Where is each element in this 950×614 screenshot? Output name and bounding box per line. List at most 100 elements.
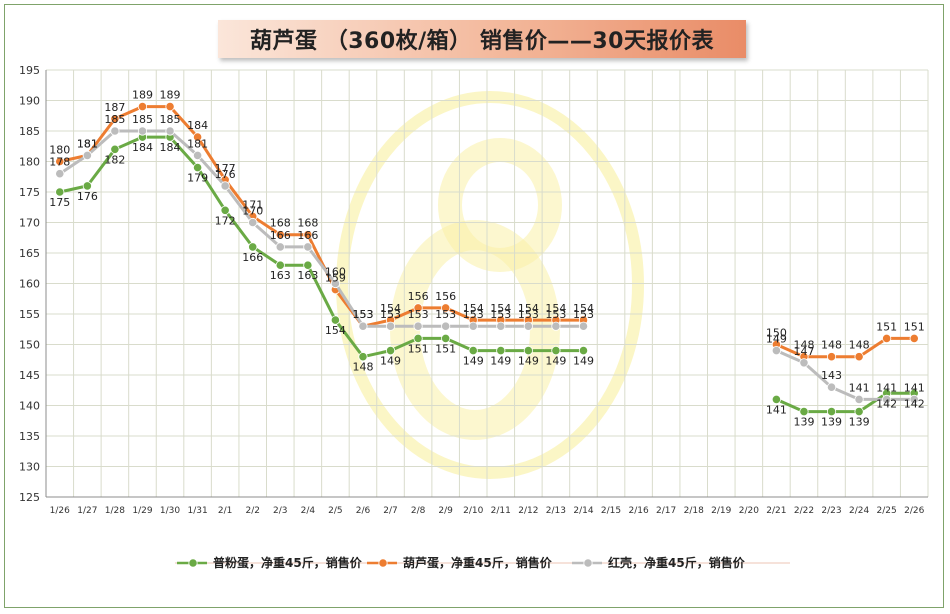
data-label: 151 xyxy=(904,320,925,333)
x-tick-label: 2/7 xyxy=(383,506,397,516)
data-point xyxy=(82,181,92,191)
data-point xyxy=(220,181,230,191)
data-label: 187 xyxy=(104,101,125,114)
x-tick-label: 2/9 xyxy=(438,506,453,516)
data-label: 139 xyxy=(849,416,870,429)
data-label: 154 xyxy=(573,302,594,315)
x-tick-label: 2/17 xyxy=(656,506,676,516)
x-tick-label: 2/26 xyxy=(904,506,924,516)
data-label: 139 xyxy=(793,416,814,429)
y-tick-label: 125 xyxy=(19,491,40,504)
legend-marker xyxy=(583,558,593,568)
x-tick-label: 2/21 xyxy=(766,506,786,516)
data-point xyxy=(496,321,506,331)
data-point xyxy=(55,169,65,179)
data-point xyxy=(137,102,148,112)
data-point xyxy=(137,126,148,136)
data-label: 184 xyxy=(132,141,153,154)
data-label: 178 xyxy=(49,156,70,169)
data-label: 160 xyxy=(325,266,346,279)
data-point xyxy=(248,242,258,252)
data-label: 184 xyxy=(160,141,181,154)
data-point xyxy=(55,156,65,167)
data-label: 181 xyxy=(187,137,208,150)
data-point xyxy=(771,394,782,404)
data-label: 153 xyxy=(408,308,429,321)
data-label: 185 xyxy=(160,113,181,126)
data-label: 149 xyxy=(518,355,539,368)
y-tick-label: 180 xyxy=(19,156,40,169)
data-point xyxy=(413,303,423,313)
data-label: 149 xyxy=(545,355,566,368)
data-label: 149 xyxy=(490,355,511,368)
data-label: 151 xyxy=(435,342,456,355)
y-tick-label: 170 xyxy=(19,217,40,230)
y-tick-label: 190 xyxy=(19,95,40,108)
y-tick-label: 155 xyxy=(19,308,40,321)
y-tick-label: 130 xyxy=(19,461,40,474)
x-tick-label: 2/3 xyxy=(273,506,287,516)
data-point xyxy=(441,303,451,313)
x-tick-label: 2/11 xyxy=(491,506,511,516)
data-point xyxy=(275,230,285,240)
data-label: 176 xyxy=(77,190,98,203)
data-point xyxy=(330,278,341,289)
data-point xyxy=(468,321,478,331)
data-point xyxy=(110,144,120,154)
y-tick-label: 185 xyxy=(19,125,40,138)
x-tick-label: 2/12 xyxy=(518,506,538,516)
data-point xyxy=(909,394,919,404)
data-point xyxy=(826,352,837,362)
data-label: 143 xyxy=(821,369,842,382)
data-label: 148 xyxy=(352,361,373,374)
data-point xyxy=(358,321,368,331)
data-point xyxy=(882,394,892,404)
x-tick-label: 2/4 xyxy=(301,506,316,516)
data-point xyxy=(882,333,892,343)
data-label: 154 xyxy=(463,302,484,315)
x-tick-label: 2/6 xyxy=(356,506,371,516)
series-layer xyxy=(55,102,919,417)
data-point xyxy=(358,352,368,362)
data-label: 185 xyxy=(132,113,153,126)
data-point xyxy=(165,126,175,136)
data-label: 179 xyxy=(187,172,208,185)
legend-marker xyxy=(188,558,198,568)
data-point xyxy=(413,321,423,331)
data-point xyxy=(854,394,864,404)
data-label: 154 xyxy=(518,302,539,315)
x-tick-label: 2/19 xyxy=(711,506,731,516)
data-point xyxy=(385,321,396,331)
data-label: 163 xyxy=(297,269,318,282)
x-tick-label: 2/14 xyxy=(573,506,593,516)
data-label: 180 xyxy=(49,144,70,157)
data-label: 147 xyxy=(793,345,814,358)
x-tick-label: 1/29 xyxy=(132,506,152,516)
data-label: 141 xyxy=(849,381,870,394)
data-point xyxy=(854,406,864,417)
x-tick-label: 2/10 xyxy=(463,506,483,516)
data-point xyxy=(799,406,809,417)
data-label: 150 xyxy=(766,327,787,340)
data-label: 149 xyxy=(463,355,484,368)
watermark-logo-icon xyxy=(336,91,644,479)
data-label: 153 xyxy=(352,308,373,321)
data-label: 154 xyxy=(545,302,566,315)
data-label: 149 xyxy=(380,355,401,368)
data-label: 141 xyxy=(904,381,925,394)
x-tick-label: 1/31 xyxy=(187,506,207,516)
data-label: 176 xyxy=(215,168,236,181)
data-label: 142 xyxy=(904,397,925,410)
data-point xyxy=(220,205,230,215)
data-point xyxy=(523,321,533,331)
data-label: 153 xyxy=(352,308,373,321)
data-point xyxy=(275,242,285,252)
data-point xyxy=(330,315,341,325)
data-point xyxy=(275,260,285,270)
data-label: 166 xyxy=(297,229,318,242)
chart-frame xyxy=(4,4,944,608)
data-label: 168 xyxy=(297,217,318,230)
data-point xyxy=(55,187,65,197)
data-label: 159 xyxy=(325,272,346,285)
data-label: 148 xyxy=(793,339,814,352)
